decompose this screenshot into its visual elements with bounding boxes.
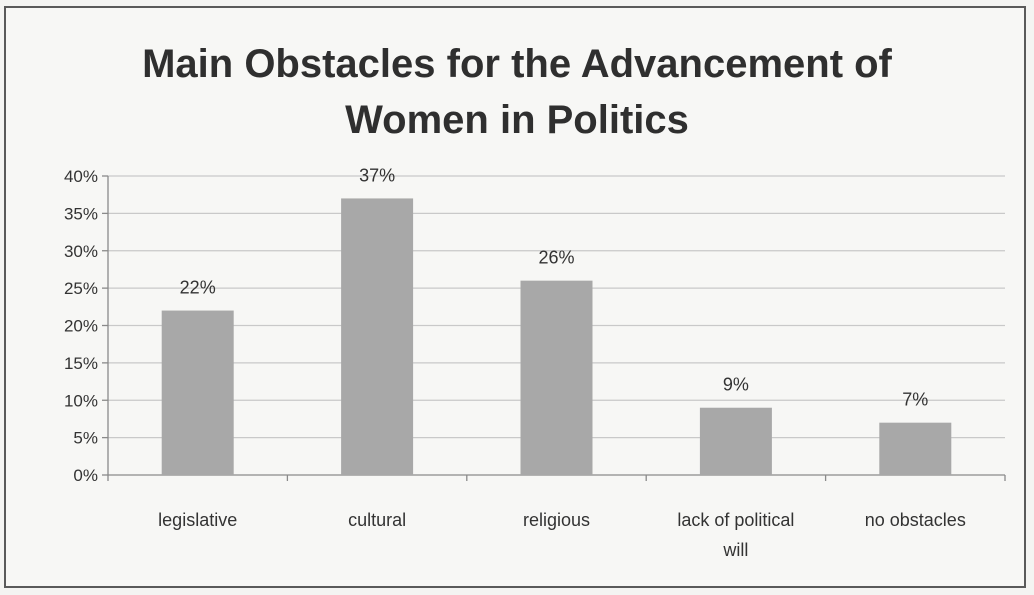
y-tick-label: 20% <box>64 317 98 336</box>
category-label: will <box>722 540 748 560</box>
y-tick-label: 0% <box>73 466 98 485</box>
bar <box>521 281 593 475</box>
y-tick-label: 5% <box>73 429 98 448</box>
category-label: no obstacles <box>865 510 966 530</box>
category-label: legislative <box>158 510 237 530</box>
data-label: 37% <box>359 165 395 185</box>
data-label: 22% <box>180 278 216 298</box>
category-label: religious <box>523 510 590 530</box>
data-label: 7% <box>902 390 928 410</box>
y-tick-label: 40% <box>64 167 98 186</box>
y-tick-label: 35% <box>64 204 98 223</box>
bar <box>700 408 772 475</box>
category-label: cultural <box>348 510 406 530</box>
y-tick-label: 30% <box>64 242 98 261</box>
y-tick-label: 15% <box>64 354 98 373</box>
data-label: 26% <box>538 248 574 268</box>
y-tick-label: 25% <box>64 279 98 298</box>
category-label: lack of political <box>677 510 794 530</box>
bar <box>879 423 951 475</box>
bar <box>341 198 413 475</box>
bar <box>162 311 234 475</box>
data-label: 9% <box>723 375 749 395</box>
y-tick-label: 10% <box>64 391 98 410</box>
